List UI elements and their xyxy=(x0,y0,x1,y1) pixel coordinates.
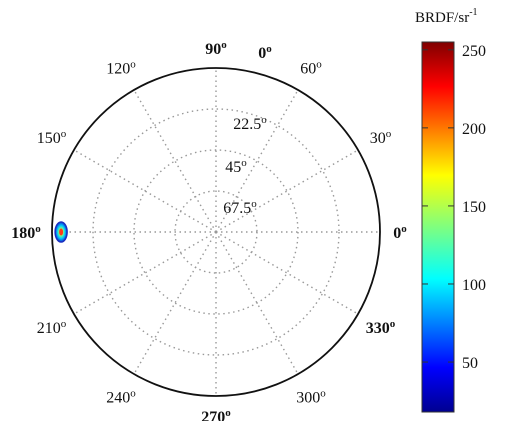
angle-tick-label: 210o xyxy=(37,318,67,337)
polar-grid xyxy=(51,67,381,397)
hotspot-layer xyxy=(54,221,68,243)
angle-tick-label: 240o xyxy=(106,388,136,407)
angle-tick-label: 120o xyxy=(106,58,136,77)
polar-outer-circle xyxy=(51,67,381,397)
angle-tick-label: 330o xyxy=(366,318,396,337)
angular-grid-spoke xyxy=(133,89,217,233)
colorbar-tick-label: 150 xyxy=(462,199,486,216)
radial-tick-label: 22.5o xyxy=(233,114,267,133)
colorbar-tick-label: 50 xyxy=(462,355,478,372)
angle-tick-label: 300o xyxy=(296,388,326,407)
angle-tick-label: 180o xyxy=(11,223,41,242)
radial-labels: 22.5o 45o 67.5o xyxy=(223,114,267,217)
angular-grid-spoke xyxy=(73,231,217,315)
angle-tick-label: 150o xyxy=(37,128,67,147)
radial-grid-ring xyxy=(92,108,340,356)
colorbar-tick-label: 250 xyxy=(462,43,486,60)
colorbar xyxy=(421,41,455,413)
angular-grid-spoke xyxy=(133,231,217,375)
colorbar-label: BRDF/sr-1 xyxy=(415,7,478,26)
radial-tick-label: 45o xyxy=(225,157,247,176)
angle-tick-label: 60o xyxy=(300,58,322,77)
angle-labels: 90o 60o 30o 0o 330o 300o 270o 240o 210o 180o 150o 1… xyxy=(11,39,407,421)
zenith-label: 0o xyxy=(258,43,272,62)
angle-tick-label: 270o xyxy=(201,407,231,421)
radial-grid-ring xyxy=(133,149,299,315)
colorbar-tick-label: 100 xyxy=(462,277,486,294)
angular-grid-spoke xyxy=(215,231,359,315)
colorbar-ticks: 250 200 150 100 50 xyxy=(422,43,486,372)
colorbar-tick-label: 200 xyxy=(462,121,486,138)
angle-tick-label: 90o xyxy=(205,39,227,58)
angle-tick-label: 0o xyxy=(393,223,407,242)
brdf-hotspot-core xyxy=(59,228,64,236)
angle-tick-label: 30o xyxy=(370,128,392,147)
radial-tick-label: 67.5o xyxy=(223,198,257,217)
